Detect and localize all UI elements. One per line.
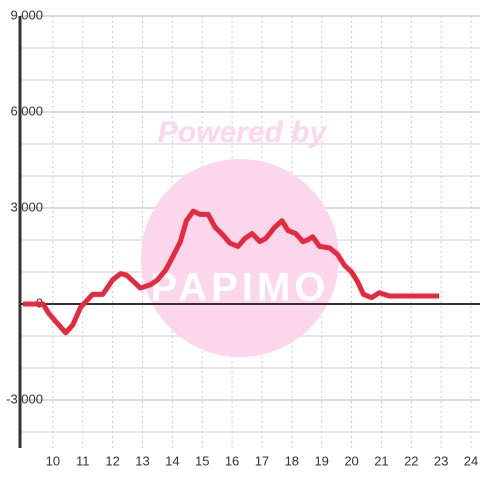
watermark-title: Powered by — [158, 116, 328, 149]
x-tick-label: 18 — [285, 453, 299, 468]
x-tick-label: 11 — [76, 453, 90, 468]
x-tick-label: 24 — [464, 453, 478, 468]
x-tick-label: 15 — [195, 453, 209, 468]
y-tick-label: 3,000 — [10, 199, 43, 214]
x-tick-label: 16 — [225, 453, 239, 468]
x-tick-label: 23 — [434, 453, 448, 468]
x-tick-label: 21 — [374, 453, 388, 468]
x-tick-label: 10 — [46, 453, 60, 468]
data-line — [22, 208, 440, 336]
y-tick-label: -3,000 — [6, 391, 43, 406]
x-tick-label: 19 — [314, 453, 328, 468]
x-tick-label: 17 — [255, 453, 269, 468]
watermark-circle — [141, 159, 339, 357]
x-tick-label: 14 — [165, 453, 179, 468]
x-tick-label: 22 — [404, 453, 418, 468]
watermark-logo: PAPIMO — [151, 266, 330, 310]
x-tick-label: 20 — [344, 453, 358, 468]
x-tick-label: 13 — [135, 453, 149, 468]
y-tick-label: 6,000 — [10, 103, 43, 118]
y-tick-label: 9,000 — [10, 7, 43, 22]
x-tick-label: 12 — [105, 453, 119, 468]
